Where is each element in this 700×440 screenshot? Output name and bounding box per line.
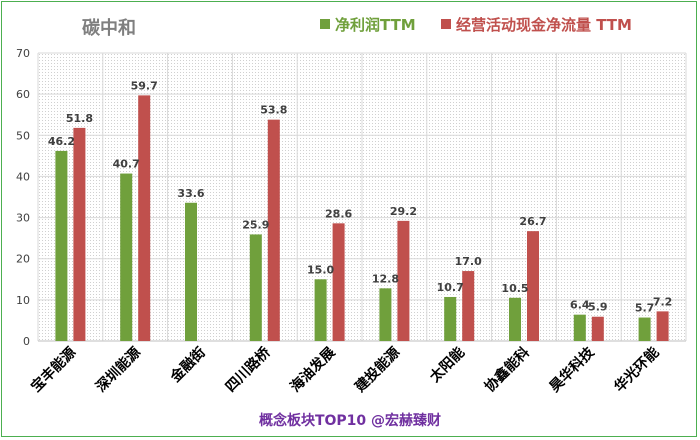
legend-swatch-operating-cashflow [441, 19, 451, 29]
bar-operating-cashflow [138, 95, 151, 342]
x-tick-label: 海油发展 [287, 344, 339, 396]
x-tick-label: 昊华科技 [546, 343, 598, 395]
data-label: 6.4 [570, 299, 590, 312]
bar-operating-cashflow [332, 223, 345, 341]
chart-title: 碳中和 [82, 17, 136, 39]
x-tick-label: 协鑫能科 [481, 344, 533, 396]
data-label: 5.7 [635, 302, 655, 315]
data-label: 7.2 [653, 295, 673, 308]
y-tick-label: 30 [16, 212, 30, 225]
data-label: 33.6 [177, 187, 204, 200]
bar-operating-cashflow [73, 127, 86, 341]
data-label: 25.9 [242, 218, 269, 231]
bar-net-profit [509, 297, 521, 341]
footer-caption: 概念板块TOP10 @宏赫臻财 [259, 412, 441, 429]
y-tick-label: 60 [16, 88, 30, 101]
bar-operating-cashflow [462, 271, 475, 341]
legend-label-net-profit: 净利润TTM [335, 16, 416, 34]
y-tick-label: 40 [16, 170, 30, 183]
legend: 净利润TTM 经营活动现金净流量 TTM [320, 16, 632, 34]
bar-operating-cashflow [656, 311, 669, 341]
y-tick-label: 10 [16, 294, 30, 307]
data-label: 10.7 [437, 281, 464, 294]
data-label: 51.8 [66, 112, 93, 125]
x-tick-label: 金融街 [166, 344, 208, 386]
bar-net-profit [573, 314, 586, 341]
x-tick-label: 深圳能源 [92, 344, 144, 396]
bars [55, 95, 669, 342]
x-tick-label: 建投能源 [352, 344, 404, 396]
bar-operating-cashflow [591, 316, 604, 341]
data-label: 28.6 [325, 207, 352, 220]
bar-net-profit [249, 234, 262, 341]
bar-net-profit [185, 202, 197, 341]
y-tick-label: 0 [23, 335, 30, 348]
data-label: 59.7 [131, 79, 158, 92]
y-tick-label: 50 [16, 129, 30, 142]
bar-operating-cashflow [397, 220, 410, 341]
x-tick-label: 宝丰能源 [28, 344, 80, 396]
bar-net-profit [444, 296, 457, 341]
x-tick-label: 四川路桥 [222, 343, 274, 395]
data-label: 40.7 [113, 158, 140, 171]
labels: 46.2 51.8 40.7 59.7 33.6 25.9 53.8 15.0 28.6 12.8… [48, 79, 673, 314]
bar-net-profit [638, 317, 651, 341]
x-tick-label: 华光环能 [611, 344, 663, 396]
y-tick-label: 70 [16, 47, 30, 60]
data-label: 26.7 [519, 215, 546, 228]
legend-swatch-net-profit [320, 19, 330, 29]
x-tick-label: 太阳能 [426, 344, 468, 386]
bar-net-profit [120, 173, 133, 341]
data-label: 53.8 [260, 104, 287, 117]
data-label: 12.8 [372, 272, 399, 285]
y-tick-label: 20 [16, 253, 30, 266]
data-label: 46.2 [48, 135, 75, 148]
data-label: 5.9 [588, 301, 608, 314]
data-label: 17.0 [455, 255, 482, 268]
bar-operating-cashflow [267, 119, 280, 341]
data-label: 29.2 [390, 205, 417, 218]
data-label: 15.0 [307, 263, 334, 276]
legend-label-operating-cashflow: 经营活动现金净流量 TTM [456, 16, 632, 34]
bar-net-profit [55, 150, 68, 341]
bar-net-profit [314, 279, 327, 341]
bar-operating-cashflow [527, 231, 539, 341]
bar-net-profit [379, 288, 392, 341]
data-label: 10.5 [501, 282, 528, 295]
